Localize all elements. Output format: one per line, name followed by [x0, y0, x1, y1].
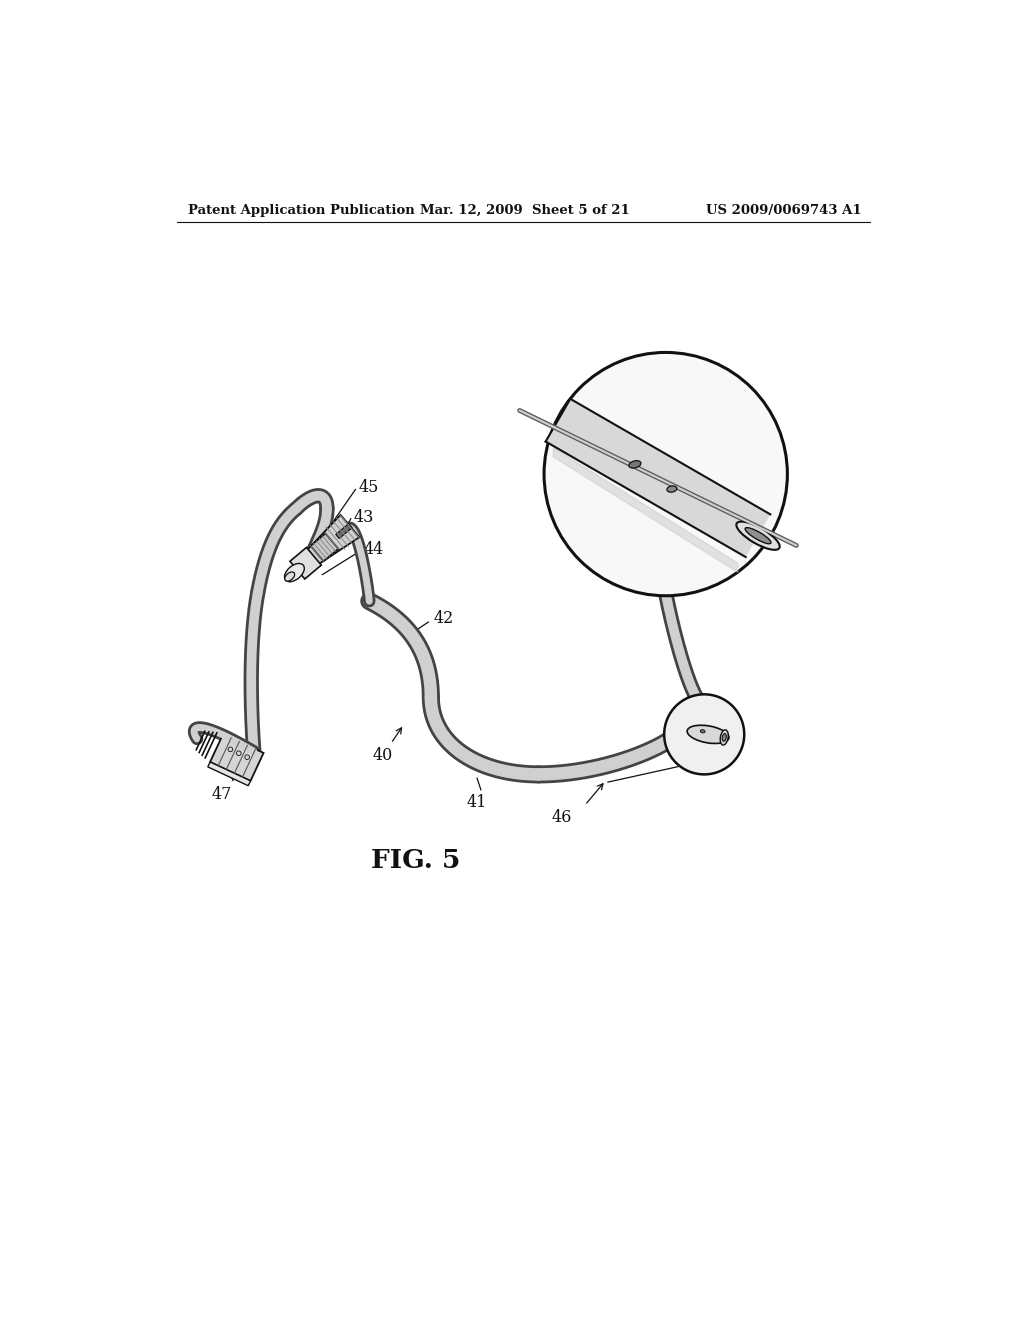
Ellipse shape	[722, 734, 726, 742]
Polygon shape	[310, 533, 338, 561]
Ellipse shape	[285, 572, 295, 581]
Text: 41: 41	[467, 793, 487, 810]
Polygon shape	[546, 399, 770, 557]
Polygon shape	[303, 515, 359, 568]
Text: 43a: 43a	[701, 447, 732, 465]
Ellipse shape	[745, 528, 771, 544]
Polygon shape	[208, 762, 251, 785]
Text: US 2009/0069743 A1: US 2009/0069743 A1	[707, 205, 862, 218]
Circle shape	[544, 352, 787, 595]
Polygon shape	[336, 524, 352, 539]
Polygon shape	[290, 548, 322, 579]
Circle shape	[665, 694, 744, 775]
Text: FIG. 5: FIG. 5	[371, 847, 460, 873]
Ellipse shape	[629, 461, 641, 469]
Text: Mar. 12, 2009  Sheet 5 of 21: Mar. 12, 2009 Sheet 5 of 21	[420, 205, 630, 218]
Ellipse shape	[736, 521, 779, 550]
Ellipse shape	[720, 730, 728, 744]
Text: 46: 46	[552, 809, 572, 826]
Ellipse shape	[285, 564, 304, 582]
Polygon shape	[210, 734, 263, 781]
Text: 45: 45	[358, 479, 379, 496]
Text: 42: 42	[433, 610, 454, 627]
Ellipse shape	[687, 725, 729, 743]
Text: 47: 47	[211, 785, 231, 803]
Text: 48: 48	[685, 429, 706, 446]
Text: Patent Application Publication: Patent Application Publication	[188, 205, 415, 218]
Text: 49: 49	[614, 527, 635, 544]
Ellipse shape	[667, 486, 677, 492]
Text: 43: 43	[354, 508, 374, 525]
Ellipse shape	[700, 730, 705, 733]
Polygon shape	[553, 447, 738, 573]
Text: 44: 44	[364, 541, 383, 558]
Text: 40: 40	[373, 747, 392, 764]
